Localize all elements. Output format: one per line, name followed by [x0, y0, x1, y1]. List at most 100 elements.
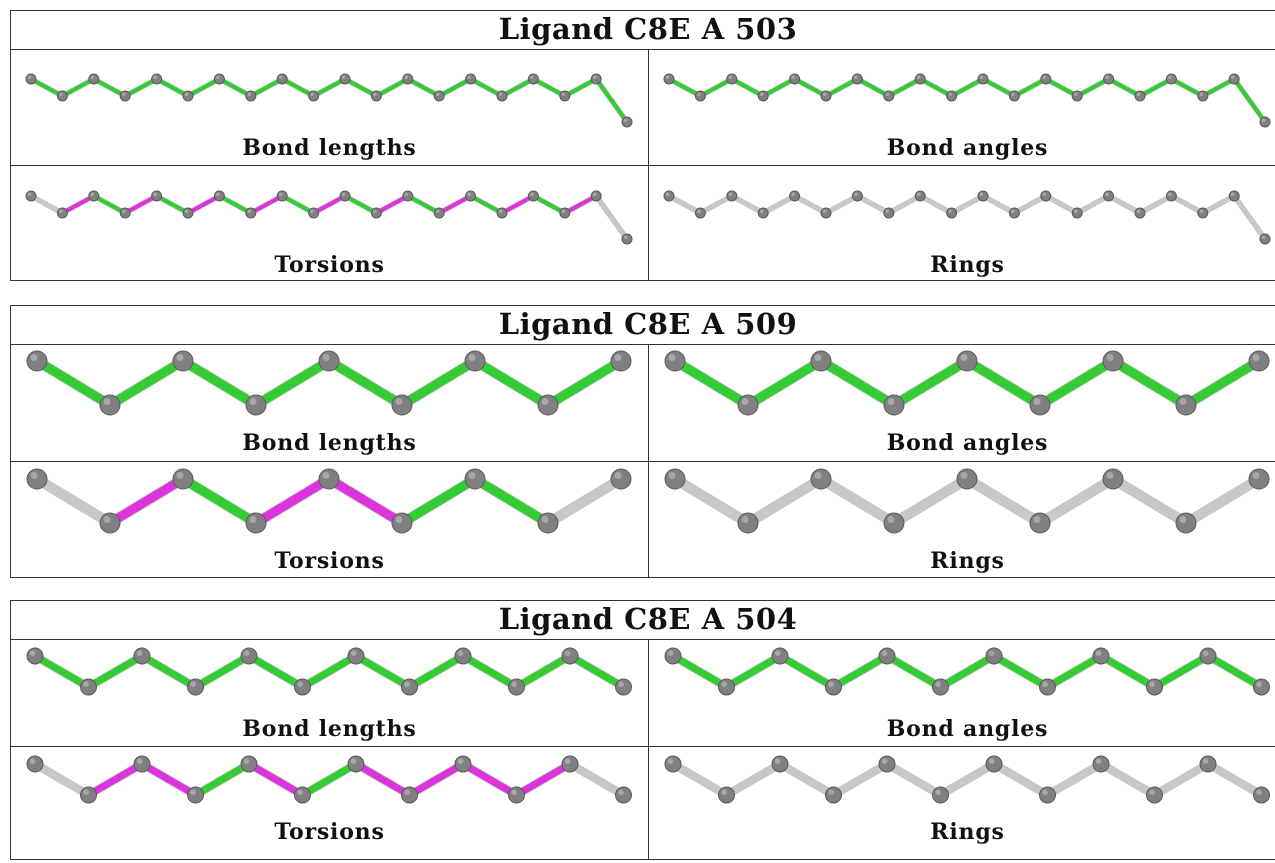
atom	[615, 678, 632, 696]
bond	[343, 77, 379, 98]
molecule-diagram	[663, 190, 1271, 245]
atom	[56, 90, 68, 102]
atom	[1103, 190, 1115, 202]
atom	[1029, 512, 1051, 534]
atom	[80, 786, 97, 804]
atom	[694, 207, 706, 219]
atom	[537, 394, 559, 416]
panel-label: Bond angles	[886, 716, 1049, 742]
atom-highlight	[541, 398, 549, 405]
bond	[1044, 760, 1105, 799]
atom	[1029, 394, 1051, 416]
atom-highlight	[29, 650, 36, 656]
bond	[776, 760, 837, 799]
bond	[1232, 77, 1267, 124]
atom	[465, 73, 477, 85]
bond	[1106, 194, 1142, 215]
bond	[962, 474, 1045, 528]
bond	[990, 760, 1051, 799]
atom	[663, 190, 675, 202]
bond	[513, 652, 574, 691]
atom-highlight	[404, 681, 410, 687]
bond	[468, 77, 504, 98]
atom	[245, 90, 257, 102]
atom-highlight	[322, 472, 330, 479]
atom-highlight	[1256, 681, 1262, 687]
bond-angles-panel: Bond angles	[649, 49, 1275, 165]
atom-highlight	[249, 516, 257, 523]
atom	[172, 468, 194, 490]
atom-highlight	[697, 92, 701, 96]
panel-label: Rings	[930, 252, 1005, 278]
ligand-block-503: Ligand C8E A 503 Bond lengths Bond angle…	[10, 10, 1275, 281]
atom	[464, 468, 486, 490]
atom	[318, 350, 340, 372]
atom-highlight	[27, 75, 32, 79]
atom-highlight	[665, 192, 670, 196]
atom-highlight	[467, 75, 471, 79]
atom	[1040, 190, 1052, 202]
bond	[29, 194, 65, 215]
bond	[1097, 652, 1158, 691]
molecule-diagram	[26, 647, 632, 696]
bond	[1138, 194, 1174, 215]
panel-label: Torsions	[274, 819, 385, 845]
panel-label: Rings	[930, 548, 1005, 574]
atom-highlight	[948, 92, 952, 96]
atom	[1228, 73, 1240, 85]
atom	[615, 786, 632, 804]
bond	[406, 652, 467, 691]
panel-label: Bond lengths	[242, 430, 417, 456]
ligand-block-509: Ligand C8E A 509 Bond lengths Bond angle…	[10, 305, 1275, 578]
atom-highlight	[310, 92, 314, 96]
atom	[391, 394, 413, 416]
atom	[464, 350, 486, 372]
bond	[1204, 652, 1265, 691]
atom-highlight	[153, 192, 157, 196]
atom	[454, 647, 472, 665]
atom	[276, 73, 288, 85]
atom	[26, 755, 44, 773]
atom-highlight	[721, 789, 727, 795]
atom-highlight	[1033, 398, 1041, 405]
atom	[757, 90, 769, 102]
atom-highlight	[822, 209, 827, 213]
atom-highlight	[721, 681, 727, 687]
atom-highlight	[741, 398, 749, 405]
molecule-diagram	[664, 350, 1270, 416]
atom-highlight	[184, 209, 189, 213]
panel-label: Bond angles	[886, 430, 1049, 456]
atom-highlight	[774, 650, 781, 656]
atom	[561, 647, 579, 665]
atom	[454, 755, 472, 773]
bond	[670, 474, 753, 528]
bond	[669, 652, 730, 691]
atom	[810, 350, 832, 372]
bond	[1169, 194, 1205, 215]
bond	[1200, 77, 1237, 98]
atom-highlight	[1179, 516, 1187, 523]
atom-highlight	[1011, 209, 1015, 213]
atom	[527, 190, 539, 202]
atom-highlight	[90, 75, 95, 79]
atom	[88, 73, 100, 85]
atom	[308, 207, 320, 219]
atom	[133, 755, 151, 773]
torsions-panel: Torsions	[11, 462, 648, 578]
bond	[32, 474, 115, 528]
bond	[883, 652, 944, 691]
atom	[737, 512, 759, 534]
atom-highlight	[468, 472, 476, 479]
atom	[1092, 755, 1110, 773]
bond	[123, 194, 159, 215]
atom-highlight	[668, 354, 676, 361]
atom-highlight	[468, 354, 476, 361]
bond	[667, 77, 703, 98]
atom-highlight	[564, 650, 571, 656]
bond	[105, 356, 188, 410]
bond	[594, 77, 629, 124]
bond	[248, 77, 285, 98]
atom	[914, 190, 926, 202]
atom-highlight	[59, 209, 63, 213]
panel-label: Torsions	[274, 252, 385, 278]
